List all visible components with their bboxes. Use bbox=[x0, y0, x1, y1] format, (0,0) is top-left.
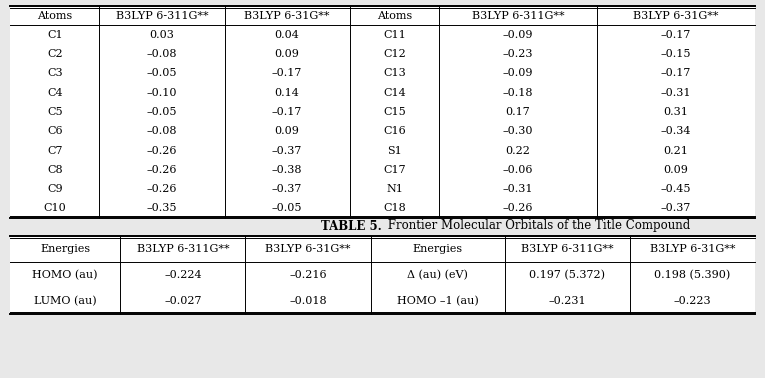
Text: S1: S1 bbox=[387, 146, 402, 155]
Text: –0.08: –0.08 bbox=[147, 126, 177, 136]
Bar bbox=[10, 6, 755, 218]
Text: 0.198 (5.390): 0.198 (5.390) bbox=[654, 270, 731, 280]
Text: C9: C9 bbox=[47, 184, 63, 194]
Text: –0.231: –0.231 bbox=[549, 296, 586, 306]
Text: 0.197 (5.372): 0.197 (5.372) bbox=[529, 270, 605, 280]
Text: C3: C3 bbox=[47, 68, 63, 79]
Text: Atoms: Atoms bbox=[37, 11, 73, 21]
Text: C10: C10 bbox=[44, 203, 66, 213]
Text: –0.31: –0.31 bbox=[503, 184, 533, 194]
Text: –0.05: –0.05 bbox=[147, 68, 177, 79]
Text: Atoms: Atoms bbox=[377, 11, 412, 21]
Text: B3LYP 6-311G**: B3LYP 6-311G** bbox=[136, 244, 230, 254]
Text: –0.30: –0.30 bbox=[503, 126, 533, 136]
Text: –0.34: –0.34 bbox=[661, 126, 692, 136]
Text: HOMO (au): HOMO (au) bbox=[32, 270, 98, 280]
Text: 0.21: 0.21 bbox=[663, 146, 688, 155]
Text: –0.31: –0.31 bbox=[661, 88, 692, 98]
Text: –0.45: –0.45 bbox=[661, 184, 692, 194]
Text: C7: C7 bbox=[47, 146, 63, 155]
Text: 0.17: 0.17 bbox=[506, 107, 530, 117]
Text: –0.26: –0.26 bbox=[147, 165, 177, 175]
Text: –0.027: –0.027 bbox=[164, 296, 202, 306]
Text: –0.10: –0.10 bbox=[147, 88, 177, 98]
Text: 0.03: 0.03 bbox=[149, 30, 174, 40]
Text: –0.05: –0.05 bbox=[272, 203, 302, 213]
Text: C6: C6 bbox=[47, 126, 63, 136]
Text: 0.09: 0.09 bbox=[663, 165, 688, 175]
Text: 0.22: 0.22 bbox=[506, 146, 530, 155]
Text: C17: C17 bbox=[383, 165, 405, 175]
Text: –0.15: –0.15 bbox=[661, 49, 692, 59]
Text: C14: C14 bbox=[383, 88, 405, 98]
Text: C2: C2 bbox=[47, 49, 63, 59]
Text: –0.35: –0.35 bbox=[147, 203, 177, 213]
Text: C15: C15 bbox=[383, 107, 405, 117]
Text: C13: C13 bbox=[383, 68, 405, 79]
Text: 0.31: 0.31 bbox=[663, 107, 688, 117]
Text: B3LYP 6-311G**: B3LYP 6-311G** bbox=[472, 11, 565, 21]
Bar bbox=[10, 236, 755, 314]
Text: B3LYP 6-311G**: B3LYP 6-311G** bbox=[521, 244, 614, 254]
Text: B3LYP 6-31G**: B3LYP 6-31G** bbox=[633, 11, 719, 21]
Text: B3LYP 6-311G**: B3LYP 6-311G** bbox=[116, 11, 208, 21]
Text: –0.09: –0.09 bbox=[503, 68, 533, 79]
Text: LUMO (au): LUMO (au) bbox=[34, 296, 96, 306]
Text: –0.223: –0.223 bbox=[674, 296, 711, 306]
Text: C18: C18 bbox=[383, 203, 405, 213]
Text: –0.17: –0.17 bbox=[661, 30, 692, 40]
Text: –0.26: –0.26 bbox=[147, 184, 177, 194]
Text: N1: N1 bbox=[386, 184, 403, 194]
Text: –0.05: –0.05 bbox=[147, 107, 177, 117]
Text: HOMO –1 (au): HOMO –1 (au) bbox=[397, 296, 478, 306]
Text: C5: C5 bbox=[47, 107, 63, 117]
Text: –0.018: –0.018 bbox=[289, 296, 327, 306]
Text: –0.26: –0.26 bbox=[147, 146, 177, 155]
Text: –0.37: –0.37 bbox=[272, 184, 302, 194]
Text: –0.23: –0.23 bbox=[503, 49, 533, 59]
Text: –0.26: –0.26 bbox=[503, 203, 533, 213]
Text: B3LYP 6-31G**: B3LYP 6-31G** bbox=[244, 11, 330, 21]
Text: 0.09: 0.09 bbox=[275, 49, 300, 59]
Text: –0.37: –0.37 bbox=[272, 146, 302, 155]
Text: –0.17: –0.17 bbox=[272, 107, 302, 117]
Text: TABLE 5.: TABLE 5. bbox=[321, 220, 382, 232]
Text: C1: C1 bbox=[47, 30, 63, 40]
Text: Δ (au) (eV): Δ (au) (eV) bbox=[407, 270, 468, 280]
Text: B3LYP 6-31G**: B3LYP 6-31G** bbox=[265, 244, 350, 254]
Text: Energies: Energies bbox=[412, 244, 463, 254]
Text: 0.09: 0.09 bbox=[275, 126, 300, 136]
Text: C8: C8 bbox=[47, 165, 63, 175]
Text: Frontier Molecular Orbitals of the Title Compound: Frontier Molecular Orbitals of the Title… bbox=[384, 220, 690, 232]
Text: –0.06: –0.06 bbox=[503, 165, 533, 175]
Text: –0.08: –0.08 bbox=[147, 49, 177, 59]
Text: –0.224: –0.224 bbox=[164, 270, 202, 280]
Text: Energies: Energies bbox=[40, 244, 90, 254]
Text: –0.38: –0.38 bbox=[272, 165, 302, 175]
Text: C12: C12 bbox=[383, 49, 405, 59]
Text: –0.37: –0.37 bbox=[661, 203, 692, 213]
Text: –0.17: –0.17 bbox=[272, 68, 302, 79]
Text: –0.216: –0.216 bbox=[289, 270, 327, 280]
Text: C16: C16 bbox=[383, 126, 405, 136]
Text: 0.14: 0.14 bbox=[275, 88, 300, 98]
Text: C4: C4 bbox=[47, 88, 63, 98]
Text: B3LYP 6-31G**: B3LYP 6-31G** bbox=[649, 244, 735, 254]
Text: –0.18: –0.18 bbox=[503, 88, 533, 98]
Text: 0.04: 0.04 bbox=[275, 30, 300, 40]
Text: –0.17: –0.17 bbox=[661, 68, 692, 79]
Text: C11: C11 bbox=[383, 30, 405, 40]
Text: –0.09: –0.09 bbox=[503, 30, 533, 40]
